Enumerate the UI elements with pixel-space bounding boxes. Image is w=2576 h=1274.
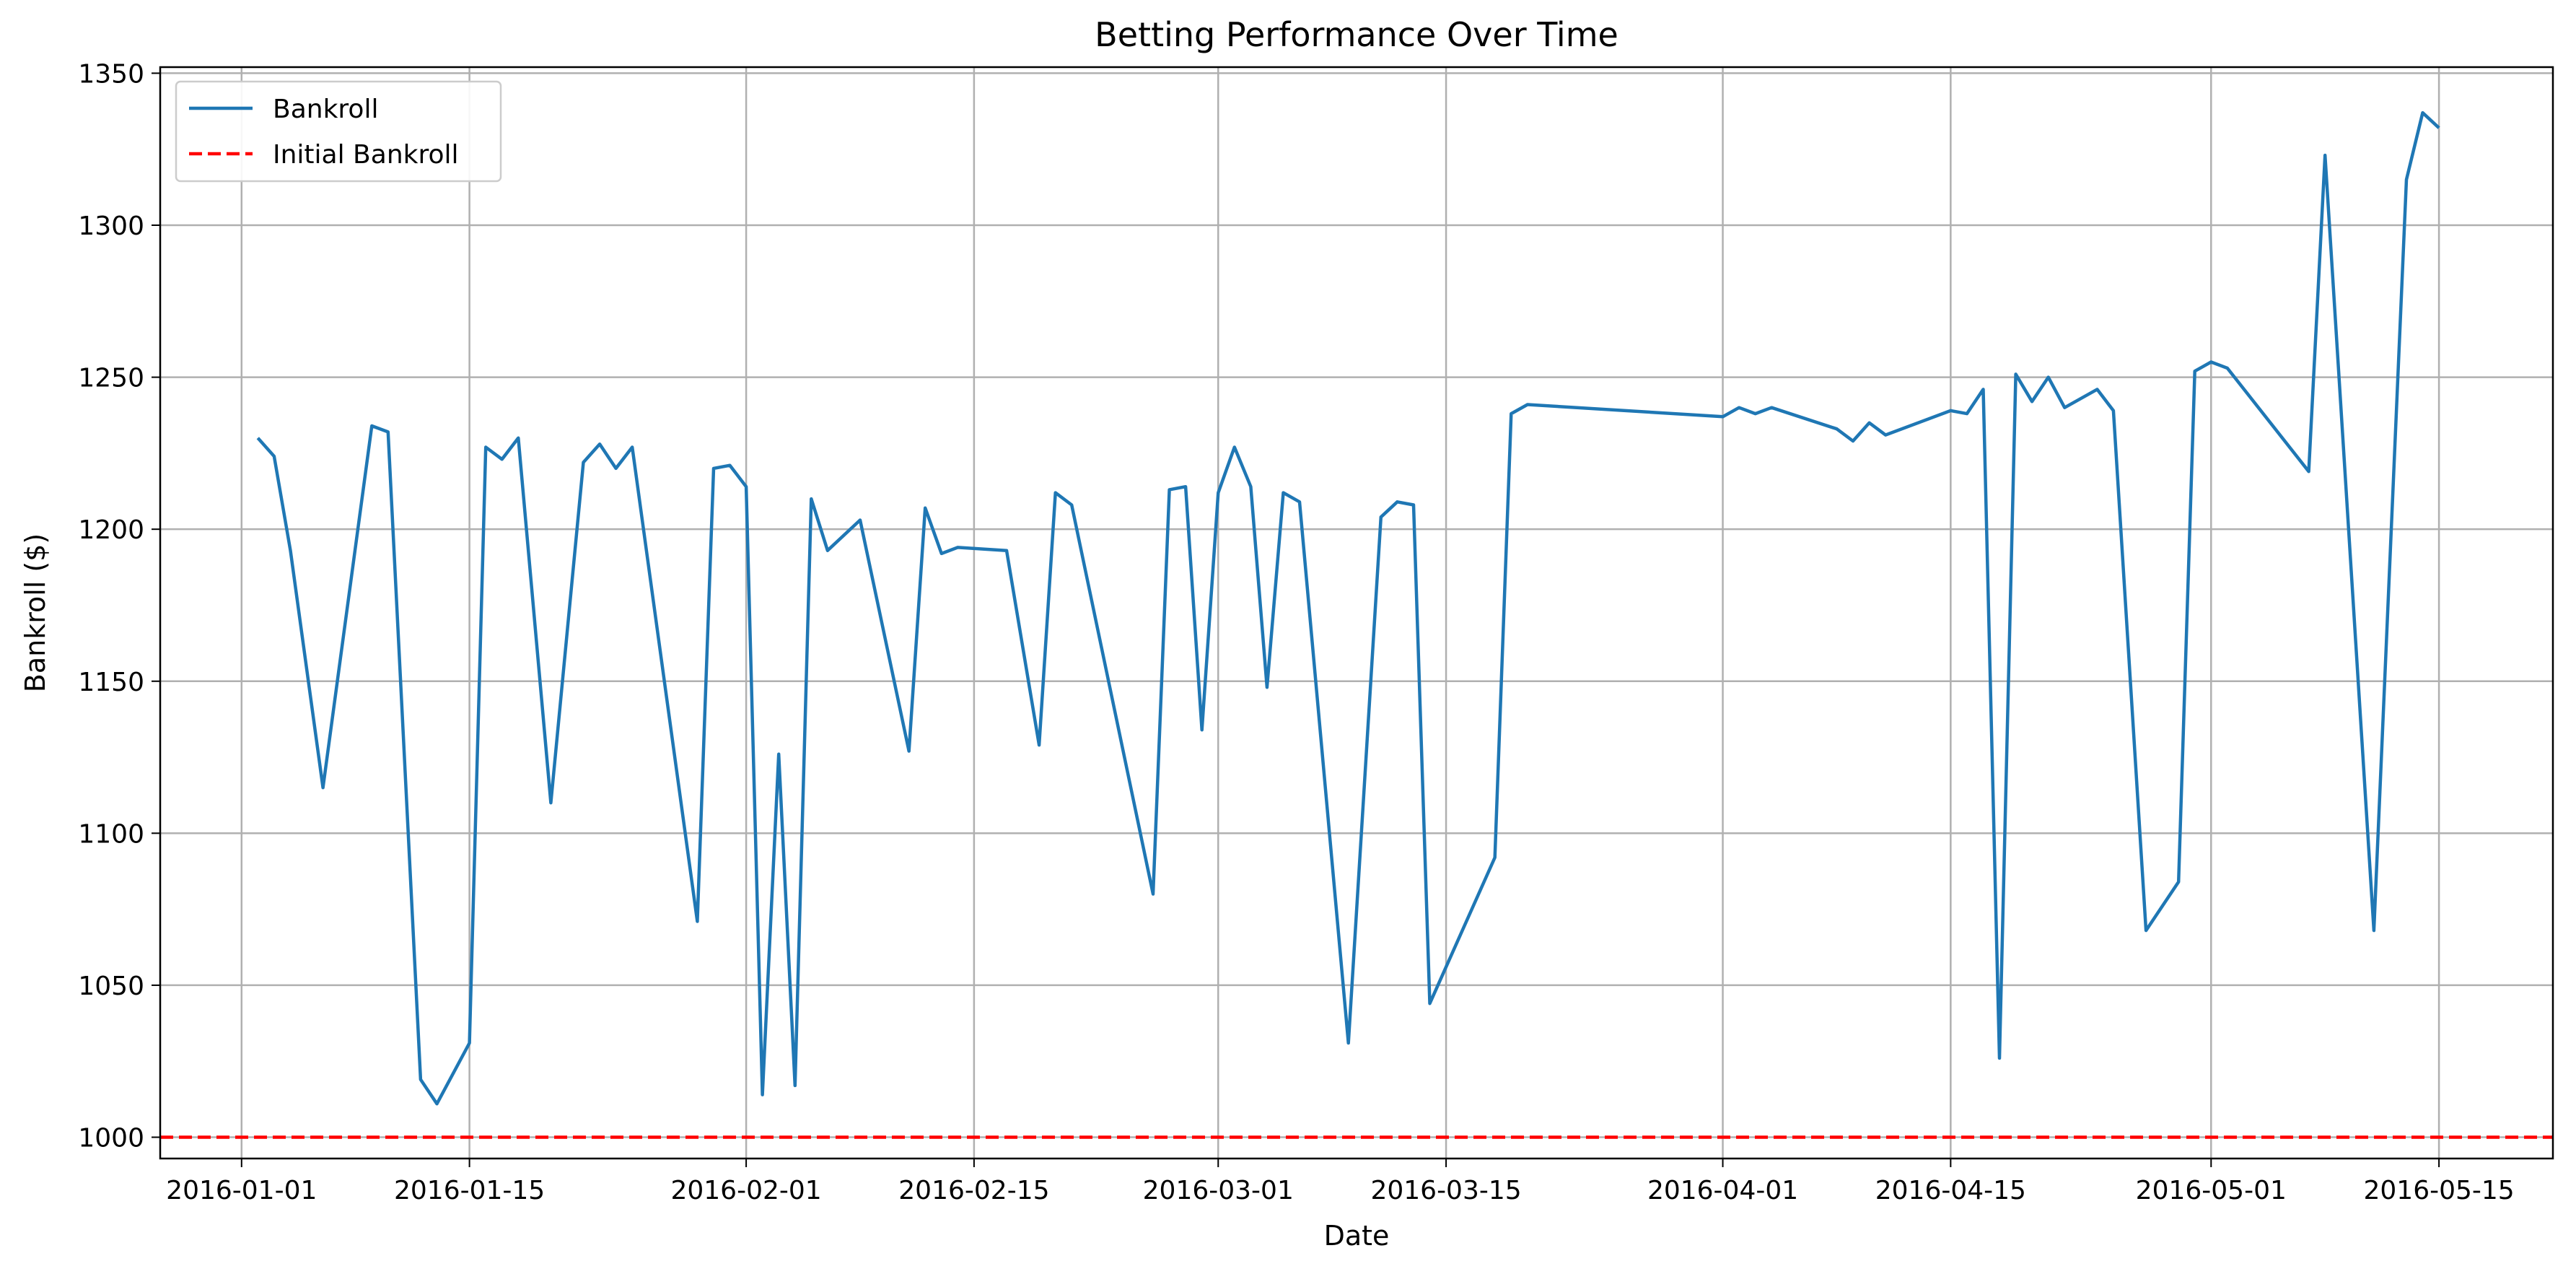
- x-tick-label: 2016-03-15: [1370, 1176, 1521, 1205]
- plot-frame: [159, 66, 2554, 1160]
- y-tick-label: 1150: [78, 668, 144, 697]
- x-tick-label: 2016-01-01: [166, 1176, 317, 1205]
- y-tick-label: 1050: [78, 972, 144, 1001]
- y-tick-label: 1000: [78, 1124, 144, 1153]
- x-tick-label: 2016-02-15: [898, 1176, 1049, 1205]
- y-tick-label: 1250: [78, 364, 144, 393]
- x-axis-label: Date: [1324, 1220, 1390, 1252]
- y-tick-label: 1350: [78, 59, 144, 89]
- chart-title: Betting Performance Over Time: [1095, 15, 1618, 54]
- axis-ticks: 2016-01-01 2016-01-15 2016-02-01 2016-02-15…: [78, 59, 2514, 1205]
- legend-label-initial-bankroll: Initial Bankroll: [273, 140, 459, 170]
- legend-box: [175, 80, 502, 183]
- x-tick-label: 2016-04-15: [1875, 1176, 2026, 1205]
- legend: Bankroll Initial Bankroll: [175, 80, 502, 183]
- x-tick-label: 2016-01-15: [394, 1176, 545, 1205]
- x-tick-label: 2016-05-01: [2136, 1176, 2287, 1205]
- x-tick-label: 2016-05-15: [2363, 1176, 2514, 1205]
- x-tick-label: 2016-03-01: [1143, 1176, 1294, 1205]
- bankroll-series-line: [256, 110, 2440, 1106]
- y-tick-label: 1300: [78, 211, 144, 241]
- legend-label-bankroll: Bankroll: [273, 95, 378, 124]
- y-tick-label: 1200: [78, 515, 144, 545]
- y-axis-label: Bankroll ($): [19, 533, 51, 693]
- x-tick-label: 2016-04-01: [1647, 1176, 1798, 1205]
- plot-area: [160, 110, 2553, 1139]
- y-tick-label: 1100: [78, 819, 144, 849]
- x-tick-label: 2016-02-01: [670, 1176, 821, 1205]
